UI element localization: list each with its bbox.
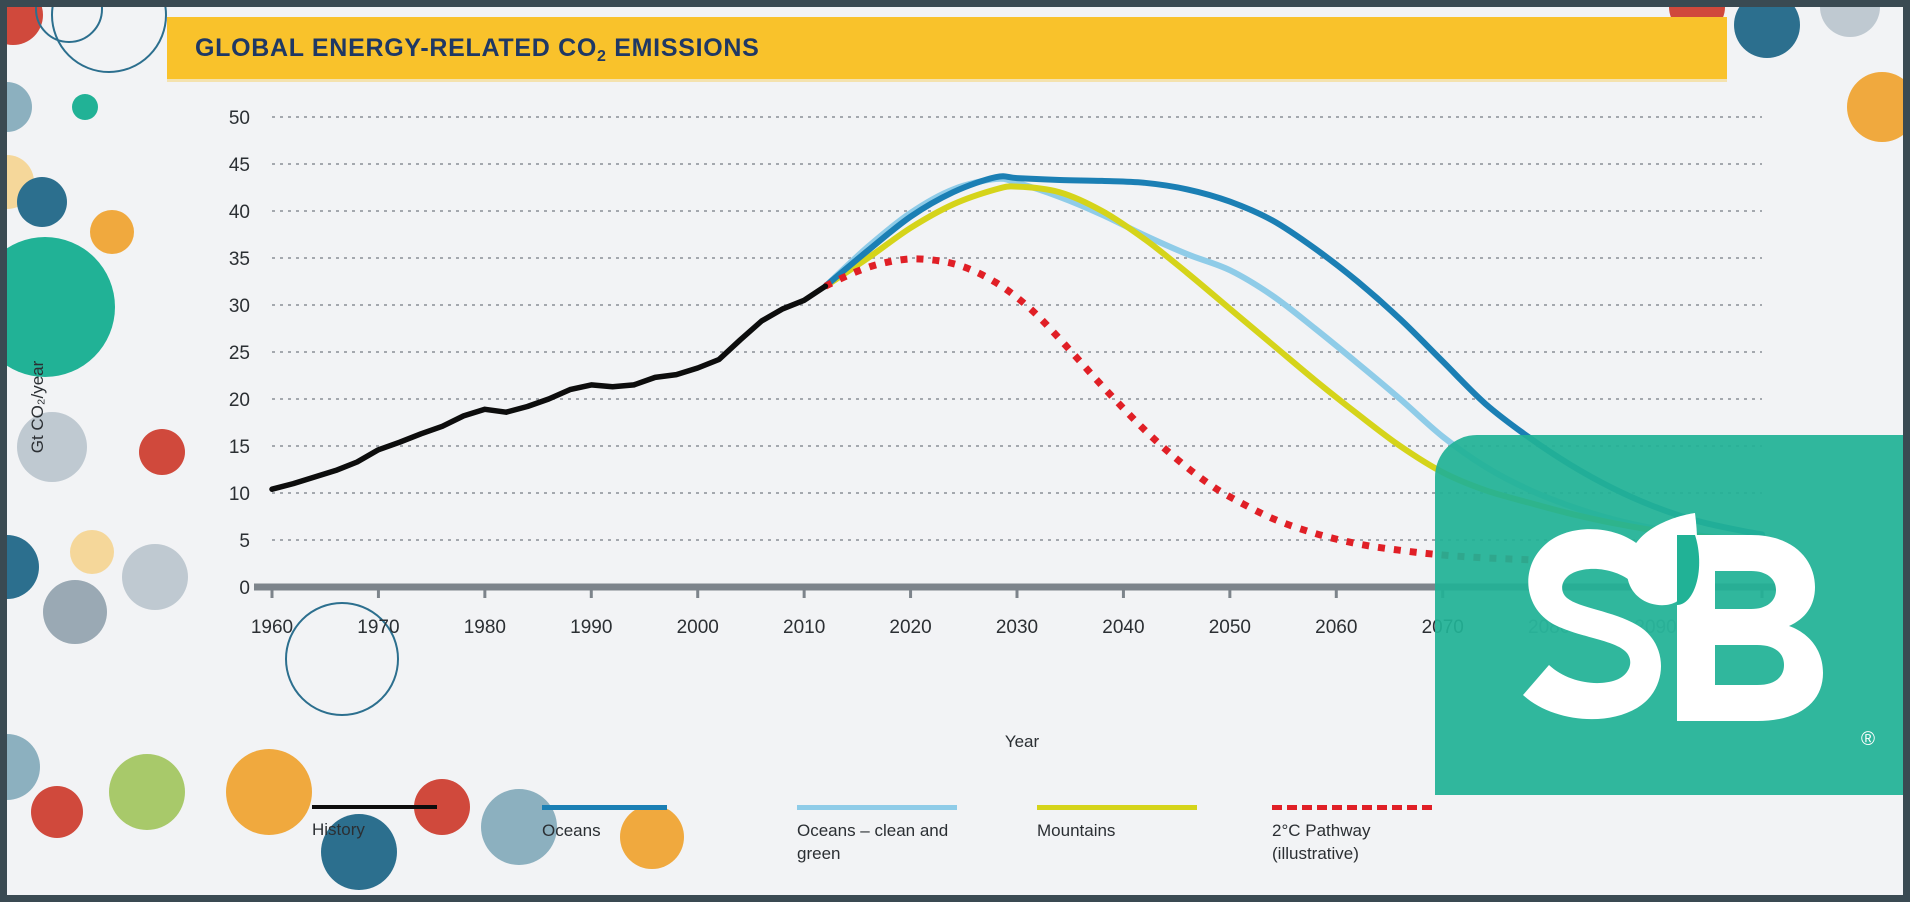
registered-trademark: ® <box>1861 729 1875 750</box>
y-tick-label: 40 <box>229 202 250 223</box>
y-axis-title: Gt CO₂/year <box>28 360 47 453</box>
x-tick-label: 1990 <box>570 617 612 638</box>
legend-item[interactable]: Mountains <box>1037 805 1197 843</box>
x-tick-label: 1960 <box>251 617 293 638</box>
y-tick-label: 30 <box>229 296 250 317</box>
x-tick-label: 2060 <box>1315 617 1357 638</box>
legend-swatch <box>542 805 667 810</box>
sb-logo-icon <box>1523 513 1823 721</box>
decorative-circle-outline <box>51 7 167 73</box>
x-tick-label: 1970 <box>357 617 399 638</box>
decorative-circle <box>1820 7 1880 37</box>
legend-label: 2°C Pathway (illustrative) <box>1272 821 1371 863</box>
legend-label: Oceans – clean and green <box>797 821 949 863</box>
legend-item[interactable]: Oceans <box>542 805 667 843</box>
y-axis-ticks: 0 5 10 15 20 25 30 35 40 45 50 <box>229 108 250 599</box>
y-tick-label: 50 <box>229 108 250 129</box>
x-tick-label: 1980 <box>464 617 506 638</box>
chart-legend: History Oceans Oceans – clean and green Mou… <box>7 797 1903 895</box>
legend-item[interactable]: History <box>312 805 437 842</box>
legend-swatch <box>1272 805 1432 810</box>
legend-label: Mountains <box>1037 821 1116 840</box>
page-title: GLOBAL ENERGY-RELATED CO2 EMISSIONS <box>195 33 760 65</box>
x-tick-label: 2000 <box>677 617 719 638</box>
y-tick-label: 20 <box>229 390 250 411</box>
y-tick-label: 35 <box>229 249 250 270</box>
y-tick-label: 0 <box>239 578 250 599</box>
x-tick-label: 2040 <box>1102 617 1144 638</box>
y-tick-label: 45 <box>229 155 250 176</box>
y-tick-label: 15 <box>229 437 250 458</box>
legend-swatch <box>312 805 437 809</box>
x-tick-label: 2050 <box>1209 617 1251 638</box>
x-tick-label: 2010 <box>783 617 825 638</box>
legend-label: History <box>312 820 365 839</box>
legend-swatch <box>797 805 957 810</box>
decorative-circle <box>1734 7 1800 58</box>
y-tick-label: 25 <box>229 343 250 364</box>
legend-item[interactable]: 2°C Pathway (illustrative) <box>1272 805 1462 866</box>
x-axis-title: Year <box>1005 732 1040 751</box>
title-subscript: 2 <box>597 47 607 65</box>
y-tick-label: 5 <box>239 531 250 552</box>
series-line <box>269 283 829 492</box>
decorative-circle <box>35 7 103 43</box>
decorative-circle <box>7 7 43 45</box>
legend-swatch <box>1037 805 1197 810</box>
legend-label: Oceans <box>542 821 601 840</box>
x-tick-label: 2030 <box>996 617 1038 638</box>
sb-brand-card: ® <box>1435 435 1903 795</box>
x-tick-label: 2020 <box>889 617 931 638</box>
y-tick-label: 10 <box>229 484 250 505</box>
chart-title-banner: GLOBAL ENERGY-RELATED CO2 EMISSIONS <box>167 17 1727 79</box>
title-text-pre: GLOBAL ENERGY-RELATED CO <box>195 33 598 62</box>
legend-item[interactable]: Oceans – clean and green <box>797 805 987 866</box>
title-text-post: EMISSIONS <box>606 33 760 62</box>
